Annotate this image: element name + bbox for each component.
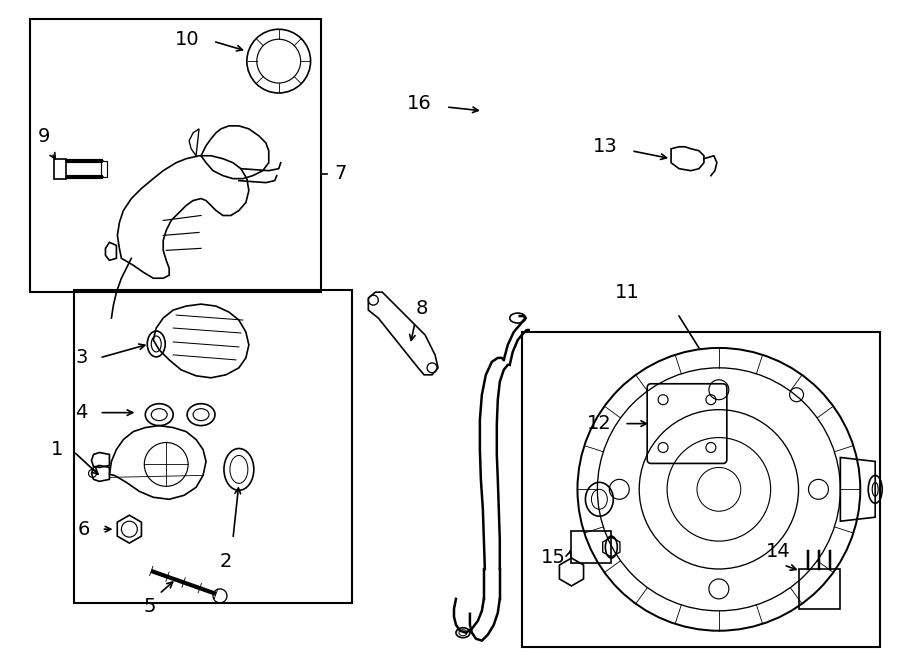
Text: 4: 4 xyxy=(76,403,87,422)
Bar xyxy=(30,19,320,292)
Bar xyxy=(54,159,66,178)
Text: 10: 10 xyxy=(175,30,199,49)
Text: 12: 12 xyxy=(587,414,611,433)
Text: 8: 8 xyxy=(415,299,428,317)
Bar xyxy=(74,290,353,603)
Text: 7: 7 xyxy=(335,164,346,183)
Text: 15: 15 xyxy=(541,547,565,566)
Text: 9: 9 xyxy=(38,127,50,146)
Text: 2: 2 xyxy=(220,552,232,571)
Text: 13: 13 xyxy=(592,137,617,156)
Text: 5: 5 xyxy=(143,597,156,616)
Text: 11: 11 xyxy=(615,283,640,302)
Text: 14: 14 xyxy=(766,542,791,561)
Bar xyxy=(572,531,611,563)
Bar xyxy=(102,161,107,176)
Text: 6: 6 xyxy=(77,520,89,539)
Text: 1: 1 xyxy=(51,440,64,459)
Text: 16: 16 xyxy=(408,95,432,114)
Bar xyxy=(522,332,880,646)
Text: 3: 3 xyxy=(76,348,87,368)
